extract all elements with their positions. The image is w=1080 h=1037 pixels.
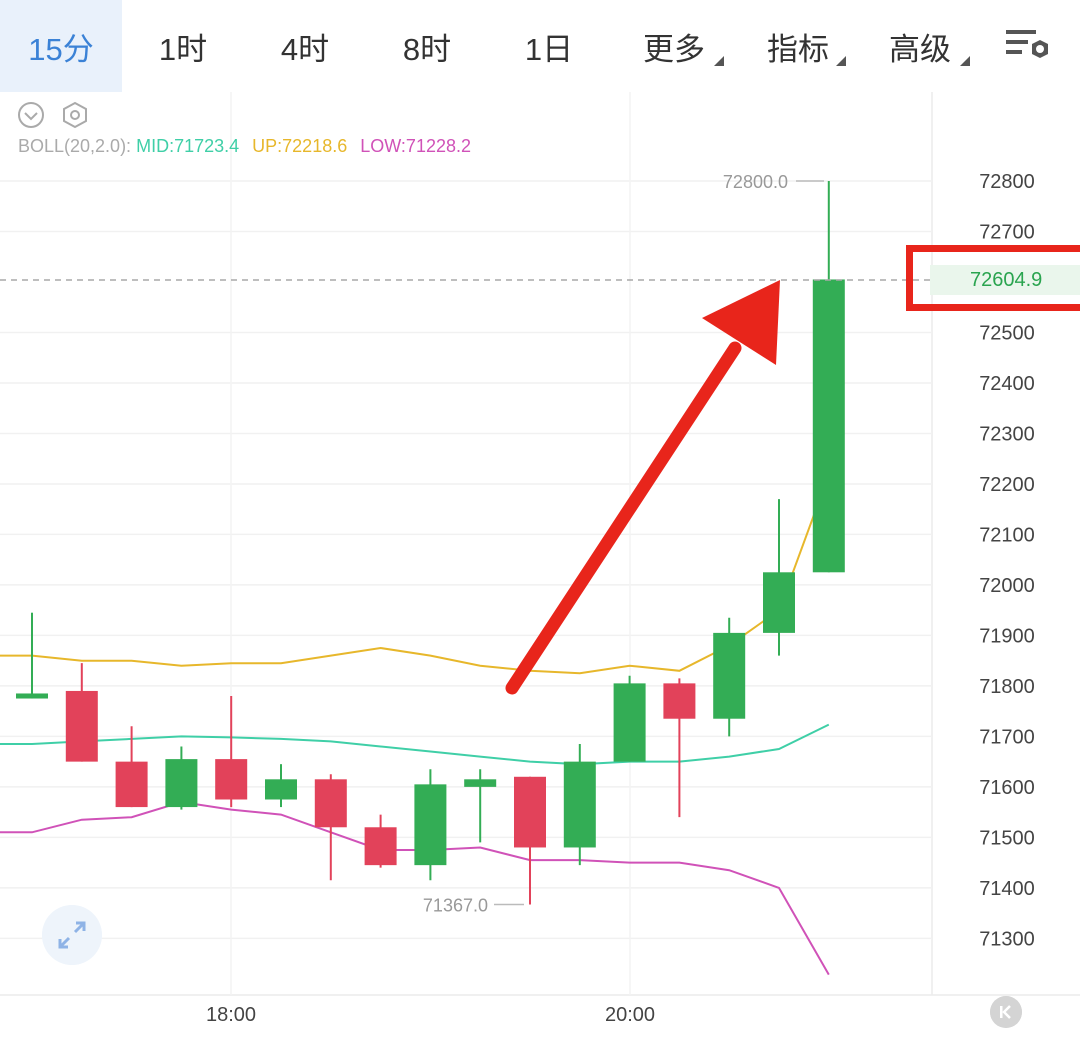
tab-label: 4时 (280, 31, 330, 67)
bullish-candle (165, 746, 198, 810)
boll-mid-line (0, 723, 830, 766)
candlestick-chart[interactable]: 72800 72700 72500 72400 72300 72200 72100 72000… (0, 92, 1080, 1037)
y-tick-label: 72000 (979, 575, 1035, 597)
boll-lower-line (0, 800, 830, 976)
tab-1d[interactable]: 1日 (488, 0, 610, 92)
bullish-candle (763, 499, 795, 656)
tab-label: 1时 (158, 31, 208, 67)
low-price-label: 71367.0 (423, 896, 488, 916)
y-tick-label: 71300 (979, 928, 1035, 950)
dropdown-triangle-icon (960, 56, 970, 66)
tab-label: 8时 (402, 31, 452, 67)
y-tick-label: 71600 (979, 777, 1035, 799)
boll-mid-value: MID:71723.4 (136, 136, 240, 156)
tab-4h[interactable]: 4时 (244, 0, 366, 92)
boll-upper-line (0, 474, 830, 675)
tab-indicators[interactable]: 指标 (740, 0, 856, 92)
bullish-candle (16, 612, 48, 699)
x-tick-label: 18:00 (206, 1004, 256, 1026)
candle-body (663, 683, 696, 719)
candle-body (265, 779, 297, 800)
bearish-candle (314, 774, 347, 881)
bearish-candle (65, 663, 98, 762)
y-tick-label: 72700 (979, 221, 1035, 243)
candle-body (16, 693, 48, 699)
tab-advanced[interactable]: 高级 (862, 0, 978, 92)
x-tick-label: 20:00 (605, 1004, 655, 1026)
y-tick-label: 71800 (979, 676, 1035, 698)
dropdown-triangle-icon (714, 56, 724, 66)
candle-body (563, 761, 596, 848)
candle-body (115, 761, 148, 808)
y-tick-label: 72200 (979, 474, 1035, 496)
high-price-label: 72800.0 (723, 172, 788, 192)
y-tick-label: 72400 (979, 373, 1035, 395)
chevron-down-circle-icon[interactable] (16, 100, 46, 130)
boll-name: BOLL(20,2.0): (18, 136, 132, 156)
candle-body (215, 759, 248, 800)
bullish-candle (713, 617, 746, 737)
price-highlight-box (906, 245, 1080, 311)
interval-tab-bar: 15分 1时 4时 8时 1日 更多 指标 高级 (0, 0, 1080, 92)
tab-1h[interactable]: 1时 (122, 0, 244, 92)
candle-body (165, 759, 198, 808)
bullish-candle (613, 675, 646, 762)
tab-15min[interactable]: 15分 (0, 0, 122, 92)
candle-body (464, 779, 497, 787)
y-tick-label: 72500 (979, 322, 1035, 344)
current-price-tag: 72604.9 (930, 265, 1080, 295)
bearish-candle (514, 776, 546, 905)
bearish-candle (215, 695, 248, 808)
bullish-candle (464, 769, 497, 843)
skip-to-start-icon[interactable] (990, 996, 1022, 1028)
hexagon-gear-icon[interactable] (60, 100, 90, 130)
bullish-candle (265, 764, 297, 808)
candle-body (364, 827, 397, 866)
tab-label: 15分 (28, 31, 94, 67)
bearish-candle (115, 726, 148, 808)
candle-body (763, 572, 795, 633)
tab-label: 更多 (643, 31, 705, 67)
bullish-candle (812, 181, 845, 573)
candle-body (414, 784, 447, 866)
y-tick-label: 71900 (979, 625, 1035, 647)
bearish-candle (364, 814, 397, 868)
red-arrow-annotation (505, 280, 780, 695)
candle-body (812, 279, 845, 573)
bearish-candle (663, 678, 696, 818)
candle-body (314, 779, 347, 828)
y-tick-label: 72100 (979, 524, 1035, 546)
candle-body (514, 776, 546, 848)
expand-arrows-icon[interactable] (42, 905, 102, 965)
tab-8h[interactable]: 8时 (366, 0, 488, 92)
candle-body (65, 690, 98, 762)
current-price-value: 72604.9 (970, 268, 1043, 291)
y-tick-label: 71700 (979, 726, 1035, 748)
tab-label: 高级 (889, 31, 951, 67)
y-tick-label: 71400 (979, 878, 1035, 900)
bullish-candle (563, 743, 596, 866)
tab-label: 指标 (767, 31, 829, 67)
y-tick-label: 72800 (979, 171, 1035, 193)
y-tick-label: 72300 (979, 423, 1035, 445)
tab-more[interactable]: 更多 (616, 0, 732, 92)
candle-body (713, 632, 746, 719)
chart-settings-icon[interactable] (1002, 24, 1054, 68)
candle-body (613, 683, 646, 762)
bullish-candle (414, 769, 447, 881)
boll-indicator-values: BOLL(20,2.0): MID:71723.4 UP:72218.6 LOW… (18, 136, 479, 157)
boll-up-value: UP:72218.6 (252, 136, 348, 156)
y-tick-label: 71500 (979, 827, 1035, 849)
tab-label: 1日 (524, 31, 574, 67)
dropdown-triangle-icon (836, 56, 846, 66)
boll-low-value: LOW:71228.2 (360, 136, 471, 156)
